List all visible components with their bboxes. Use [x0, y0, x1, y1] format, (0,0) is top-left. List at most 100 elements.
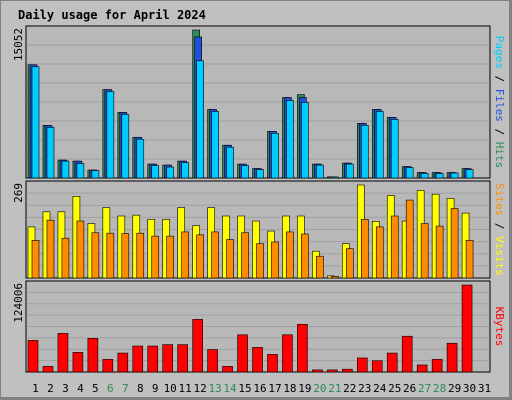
x-tick-label-day-17: 17 [268, 382, 281, 395]
x-tick-label-day-30: 30 [463, 382, 476, 395]
bar-sites-day-1 [31, 240, 40, 279]
bar-kbytes-day-14 [222, 366, 233, 373]
bar-sites-day-12 [196, 234, 204, 279]
panel-1-max-label: 15052 [12, 28, 25, 61]
bar-kbytes-day-5 [87, 338, 99, 373]
x-tick-label-day-29: 29 [448, 382, 461, 395]
series-sites [31, 199, 474, 279]
bar-kbytes-day-16 [252, 347, 263, 373]
chart-panels: 15052 Pages / Files / Hits 269 Sites / Visi… [12, 25, 506, 373]
x-tick-label-day-22: 22 [343, 382, 356, 395]
x-tick-label-day-11: 11 [179, 382, 192, 395]
bar-kbytes-day-11 [177, 344, 188, 373]
bar-pages-day-10 [166, 166, 175, 179]
bar-sites-day-13 [211, 231, 219, 279]
x-tick-label-day-20: 20 [313, 382, 326, 395]
bar-kbytes-day-20 [312, 369, 323, 373]
bar-kbytes-day-25 [386, 352, 398, 373]
bar-kbytes-day-17 [267, 354, 278, 373]
bar-kbytes-day-28 [431, 359, 443, 373]
bar-pages-day-30 [465, 169, 474, 179]
bar-pages-day-13 [211, 111, 219, 179]
x-tick-label-day-6: 6 [107, 382, 114, 395]
bar-pages-day-19 [301, 102, 309, 179]
bar-sites-day-19 [301, 233, 309, 279]
chart-title: Daily usage for April 2024 [18, 8, 206, 22]
bar-pages-day-4 [76, 163, 85, 179]
bar-sites-day-16 [256, 243, 264, 279]
bar-pages-day-1 [31, 66, 40, 179]
bar-pages-day-14 [226, 146, 234, 179]
bar-sites-day-15 [241, 232, 249, 279]
x-tick-label-day-10: 10 [164, 382, 177, 395]
x-tick-label-day-13: 13 [208, 382, 221, 395]
bar-kbytes-day-30 [461, 284, 473, 373]
x-tick-label-day-12: 12 [194, 382, 207, 395]
axis-title-part: / [493, 122, 506, 142]
x-tick-label-day-16: 16 [253, 382, 266, 395]
bar-pages-day-18 [286, 100, 294, 179]
bar-sites-day-21 [331, 276, 339, 279]
series-kbytes [27, 284, 473, 373]
axis-title-part: Files [493, 89, 506, 122]
x-tick-label-day-1: 1 [32, 382, 39, 395]
x-tick-label-day-5: 5 [92, 382, 99, 395]
bar-kbytes-day-4 [72, 352, 84, 373]
bar-sites-day-18 [286, 231, 294, 279]
bar-sites-day-26 [405, 199, 414, 279]
bar-sites-day-4 [76, 220, 85, 279]
bar-kbytes-day-23 [356, 357, 368, 373]
bar-kbytes-day-19 [297, 323, 308, 373]
bar-sites-day-2 [46, 219, 55, 279]
bar-kbytes-day-18 [282, 334, 293, 373]
bar-kbytes-day-29 [446, 342, 458, 373]
bar-kbytes-day-26 [401, 335, 413, 373]
bar-pages-day-2 [46, 127, 55, 179]
bar-kbytes-day-1 [27, 340, 39, 373]
bar-sites-day-14 [226, 239, 234, 279]
bar-pages-day-15 [241, 165, 249, 179]
bar-pages-day-17 [271, 133, 279, 179]
bar-sites-day-29 [450, 208, 459, 279]
bar-kbytes-day-10 [162, 344, 174, 373]
panel-3-axis-title: KBytes [493, 307, 506, 347]
bar-pages-day-11 [181, 162, 189, 179]
bar-kbytes-day-27 [416, 364, 428, 373]
series-visits [27, 184, 470, 279]
x-tick-label-day-7: 7 [122, 382, 129, 395]
x-tick-label-day-8: 8 [137, 382, 144, 395]
axis-title-part: Hits [493, 142, 506, 169]
bar-sites-day-8 [136, 232, 145, 279]
axis-title-part: Visits [493, 236, 506, 276]
bar-pages-day-3 [61, 160, 70, 179]
bar-sites-day-7 [121, 233, 130, 279]
x-tick-label-day-25: 25 [388, 382, 401, 395]
bar-pages-day-24 [375, 111, 384, 179]
axis-title-part: Sites [493, 183, 506, 216]
bar-sites-day-3 [61, 237, 70, 279]
bar-kbytes-day-9 [147, 345, 159, 373]
bar-sites-day-27 [420, 223, 429, 279]
bar-kbytes-day-22 [342, 368, 353, 373]
panel-2-axis-title: Sites / Visits [493, 183, 506, 276]
x-tick-label-day-4: 4 [77, 382, 84, 395]
bar-sites-day-20 [316, 255, 324, 279]
bar-kbytes-day-3 [57, 333, 69, 373]
bar-pages-day-5 [91, 170, 100, 179]
bar-sites-day-25 [390, 215, 399, 279]
bar-sites-day-24 [375, 226, 384, 279]
bar-pages-day-8 [136, 138, 145, 179]
bar-sites-day-23 [360, 219, 369, 279]
panel-2-max-label: 269 [12, 183, 25, 203]
x-tick-label-day-31: 31 [478, 382, 491, 395]
x-tick-label-day-9: 9 [152, 382, 159, 395]
x-tick-label-day-24: 24 [373, 382, 387, 395]
axis-title-part: / [493, 216, 506, 236]
bar-pages-day-28 [435, 173, 444, 179]
x-tick-label-day-19: 19 [298, 382, 311, 395]
x-tick-label-day-3: 3 [62, 382, 69, 395]
x-tick-label-day-2: 2 [47, 382, 54, 395]
panel-1-axis-title: Pages / Files / Hits [493, 36, 506, 169]
